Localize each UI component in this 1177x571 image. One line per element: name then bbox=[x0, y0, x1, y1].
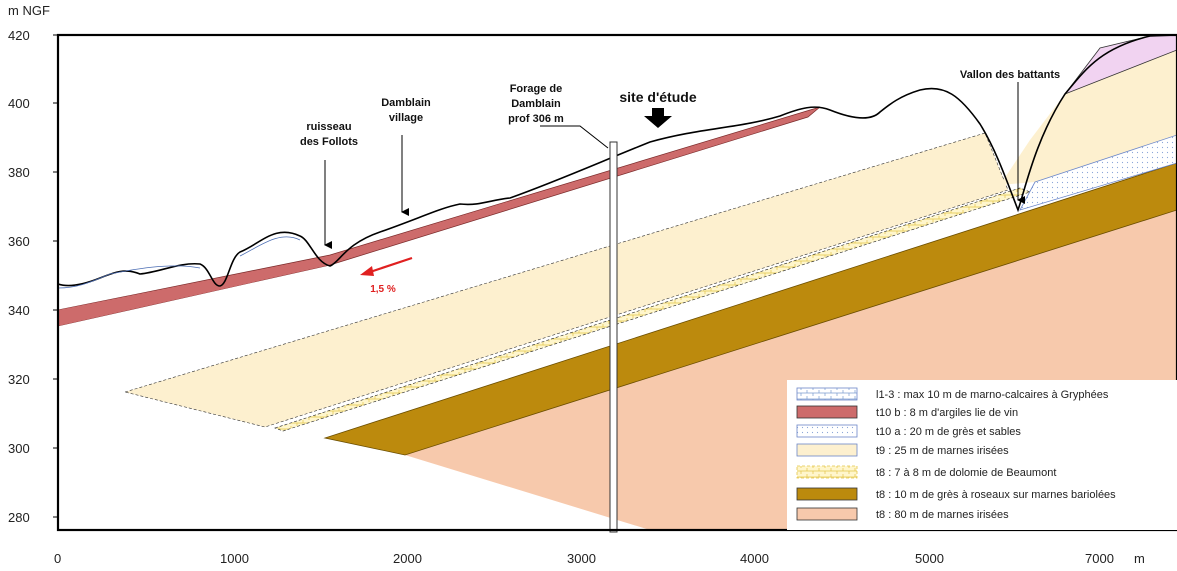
label-slope: 1,5 % bbox=[370, 284, 396, 295]
y-tick-420: 420 bbox=[8, 28, 30, 43]
legend-swatch-t10b bbox=[796, 405, 858, 419]
x-tick-0: 0 bbox=[54, 551, 61, 566]
forage-well bbox=[609, 141, 618, 533]
label-vallon: Vallon des battants bbox=[960, 69, 1060, 81]
legend-label-t9: t9 : 25 m de marnes irisées bbox=[876, 445, 1009, 457]
slope-arrow-head-icon bbox=[360, 266, 374, 276]
label-forage-damblain: Damblain bbox=[511, 98, 561, 110]
legend-label-l1-3: l1-3 : max 10 m de marno-calcaires à Gry… bbox=[876, 389, 1109, 401]
site-arrow-icon bbox=[644, 108, 672, 128]
label-site-etude: site d'étude bbox=[619, 89, 696, 105]
x-axis-unit: m bbox=[1134, 551, 1145, 566]
topographic-profile bbox=[57, 34, 1177, 287]
x-tick-2000: 2000 bbox=[393, 551, 422, 566]
label-ruisseau: ruisseau bbox=[306, 121, 351, 133]
x-tick-7000: 7000 bbox=[1085, 551, 1114, 566]
layer-t9-marnes-irisees bbox=[123, 132, 1009, 428]
legend-label-t8-marnes: t8 : 80 m de marnes irisées bbox=[876, 509, 1009, 521]
legend-swatch-t9 bbox=[796, 443, 858, 457]
legend-swatch-t8-gres bbox=[796, 487, 858, 501]
y-tick-marks bbox=[53, 34, 58, 518]
layer-t8-gres-a-roseaux bbox=[323, 162, 1177, 456]
layer-t10b-left bbox=[58, 265, 330, 326]
legend-label-t10b: t10 b : 8 m d'argiles lie de vin bbox=[876, 407, 1018, 419]
label-forage-depth: prof 306 m bbox=[508, 113, 564, 125]
alternate-profile bbox=[57, 236, 301, 289]
legend-swatch-l1-3 bbox=[796, 387, 858, 401]
legend-label-t8-gres: t8 : 10 m de grès à roseaux sur marnes b… bbox=[876, 489, 1116, 501]
layer-t8-dolomie bbox=[274, 187, 1031, 432]
x-tick-4000: 4000 bbox=[740, 551, 769, 566]
legend-label-t8-dolomie: t8 : 7 à 8 m de dolomie de Beaumont bbox=[876, 467, 1056, 479]
y-tick-400: 400 bbox=[8, 96, 30, 111]
y-tick-300: 300 bbox=[8, 441, 30, 456]
legend-swatch-t8-dolomie bbox=[796, 465, 858, 479]
leader-forage bbox=[540, 125, 609, 149]
label-village: village bbox=[389, 112, 423, 124]
legend-label-t10a: t10 a : 20 m de grès et sables bbox=[876, 426, 1021, 438]
layer-t10a-right bbox=[1019, 134, 1177, 211]
label-forage: Forage de bbox=[510, 83, 563, 95]
y-tick-340: 340 bbox=[8, 303, 30, 318]
label-damblain: Damblain bbox=[381, 97, 431, 109]
layer-t9-right-hill bbox=[1000, 50, 1177, 185]
y-tick-320: 320 bbox=[8, 372, 30, 387]
legend-swatch-t10a bbox=[796, 424, 858, 438]
x-tick-5000: 5000 bbox=[915, 551, 944, 566]
x-tick-1000: 1000 bbox=[220, 551, 249, 566]
legend-swatch-t8-marnes bbox=[796, 507, 858, 521]
label-follots: des Follots bbox=[300, 136, 358, 148]
y-axis-unit: m NGF bbox=[8, 3, 50, 18]
legend: l1-3 : max 10 m de marno-calcaires à Gry… bbox=[787, 380, 1177, 530]
x-tick-3000: 3000 bbox=[567, 551, 596, 566]
y-tick-360: 360 bbox=[8, 234, 30, 249]
y-tick-380: 380 bbox=[8, 165, 30, 180]
slope-arrow bbox=[369, 256, 413, 274]
y-tick-280: 280 bbox=[8, 510, 30, 525]
plot-frame bbox=[56, 33, 1177, 532]
